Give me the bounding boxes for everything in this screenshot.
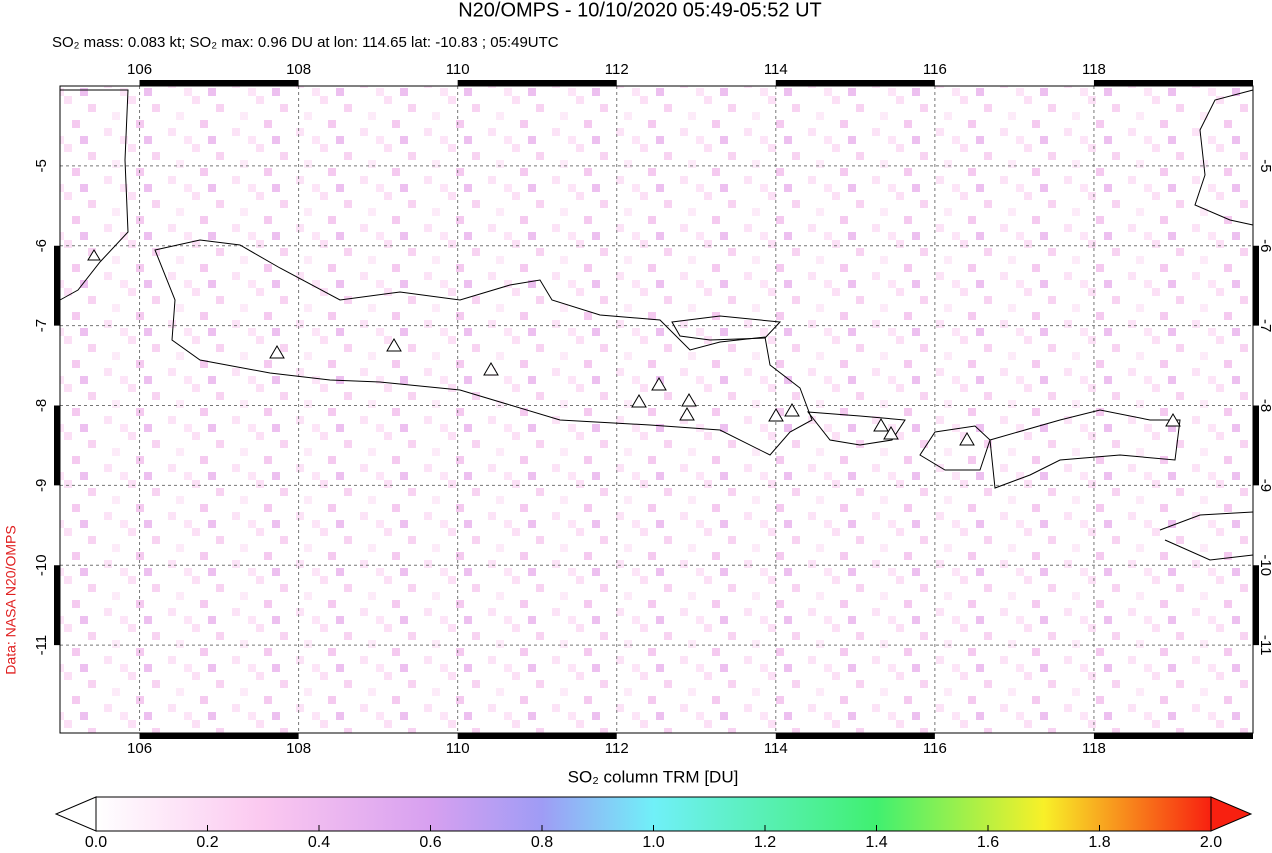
colorbar-tick-label: 0.2 — [196, 834, 218, 851]
y-tick-label: -7 — [33, 319, 50, 332]
coastline — [1194, 89, 1254, 226]
map — [59, 85, 1254, 734]
y-tick-label: -7 — [1257, 319, 1272, 332]
colorbar-over — [1210, 796, 1253, 832]
y-tick-label: -10 — [1257, 554, 1272, 576]
y-tick-label: -9 — [33, 479, 50, 492]
y-tick-label: -5 — [33, 159, 50, 172]
colorbar-tick-label: 1.6 — [977, 834, 999, 851]
coastline — [919, 425, 991, 471]
y-tick-label: -8 — [33, 399, 50, 412]
title: N20/OMPS - 10/10/2020 05:49-05:52 UT — [458, 0, 822, 21]
colorbar-under — [54, 796, 97, 832]
grid — [60, 86, 1253, 733]
colorbar-label: SO₂ column TRM [DU] — [568, 767, 739, 786]
colorbar-tick-label: 0.4 — [308, 834, 330, 851]
coastline — [806, 411, 906, 446]
y-tick-label: -10 — [33, 554, 50, 576]
x-tick-label: 108 — [286, 740, 311, 757]
x-tick-label: 116 — [923, 740, 947, 757]
x-tick-label: 108 — [286, 61, 311, 78]
y-tick-label: -11 — [1257, 635, 1272, 656]
colorbar-tick-label: 0.0 — [85, 834, 107, 851]
coastline — [989, 409, 1181, 489]
coastline — [154, 239, 813, 456]
x-tick-label: 116 — [923, 61, 947, 78]
x-tick-label: 110 — [446, 740, 470, 757]
x-tick-label: 114 — [764, 740, 788, 757]
volcanoes — [87, 249, 1181, 446]
so2-field — [60, 86, 1253, 733]
coastline — [1159, 511, 1254, 561]
y-tick-label: -6 — [1257, 239, 1272, 252]
y-tick-label: -9 — [1257, 479, 1272, 492]
colorbar-tick-label: 0.8 — [531, 834, 553, 851]
y-tick-label: -11 — [33, 635, 50, 656]
credit: Data: NASA N20/OMPS — [3, 525, 19, 674]
x-tick-label: 118 — [1082, 740, 1106, 757]
colorbar-tick-label: 2.0 — [1200, 834, 1222, 851]
colorbar-tick-label: 1.4 — [865, 834, 887, 851]
x-tick-label: 118 — [1082, 61, 1106, 78]
x-tick-label: 106 — [127, 740, 152, 757]
coastline — [671, 315, 782, 341]
x-tick-label: 114 — [764, 61, 788, 78]
y-tick-label: -5 — [1257, 159, 1272, 172]
x-tick-label: 110 — [446, 61, 470, 78]
y-tick-label: -6 — [33, 239, 50, 252]
colorbar-tick-label: 0.6 — [419, 834, 441, 851]
subtitle: SO₂ mass: 0.083 kt; SO₂ max: 0.96 DU at … — [52, 34, 559, 51]
colorbar-tick-label: 1.0 — [642, 834, 664, 851]
x-tick-label: 112 — [605, 61, 629, 78]
colorbar-tick-label: 1.2 — [754, 834, 776, 851]
coastline — [59, 89, 129, 301]
colorbar-tick-label: 1.8 — [1088, 834, 1110, 851]
x-tick-label: 112 — [605, 740, 629, 757]
y-tick-label: -8 — [1257, 399, 1272, 412]
x-tick-label: 106 — [127, 61, 152, 78]
